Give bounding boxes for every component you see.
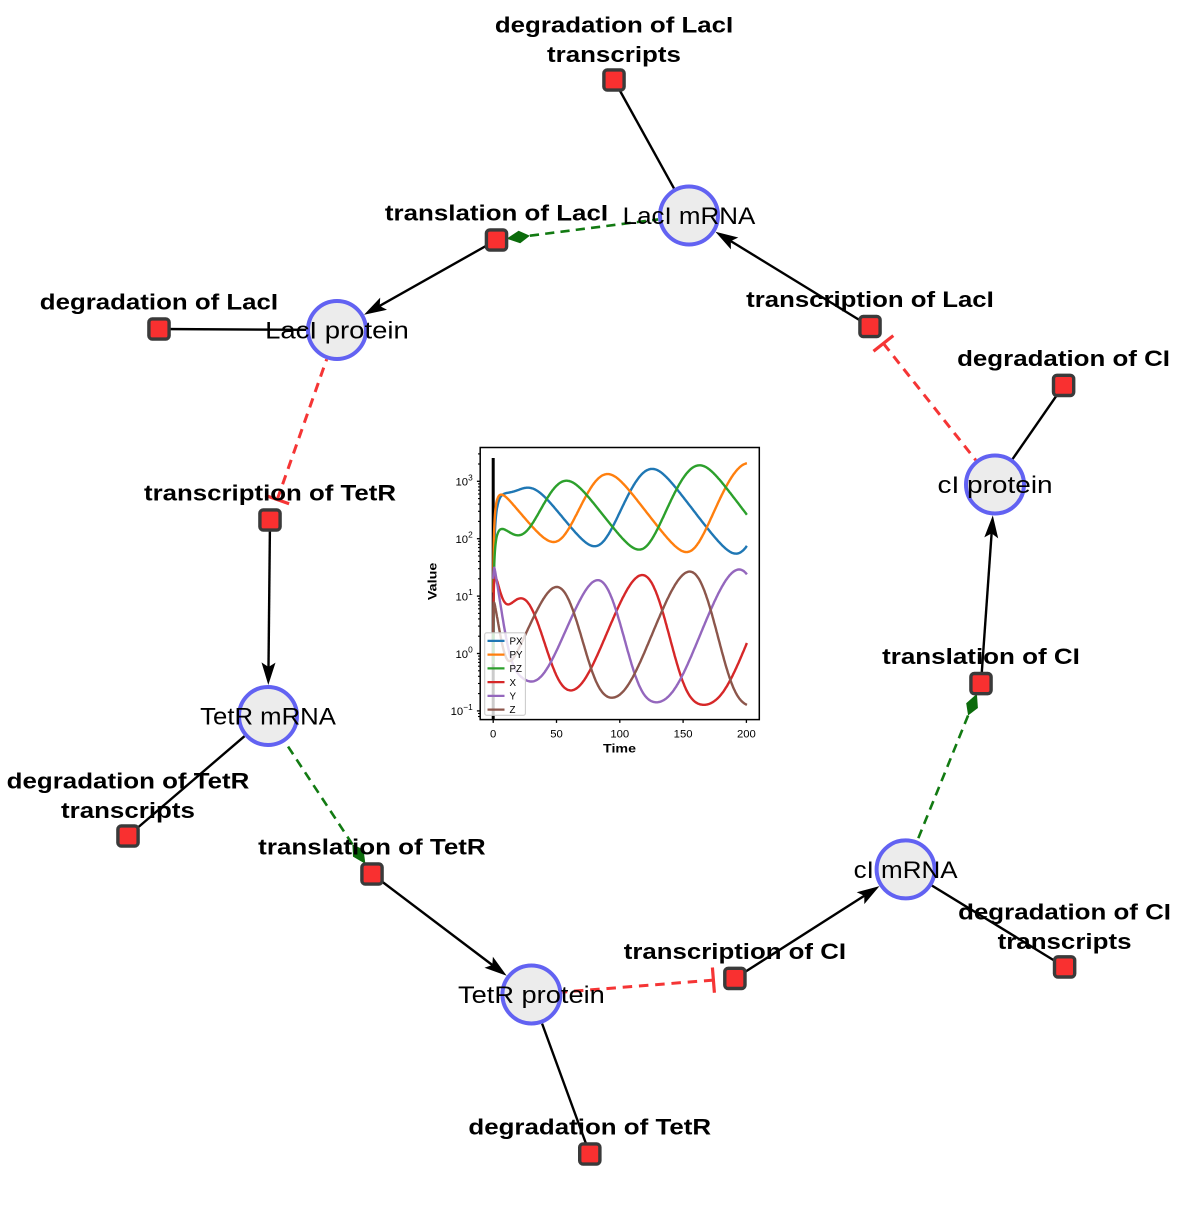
svg-text:transcription of LacI: transcription of LacI: [746, 287, 994, 312]
svg-text:Value: Value: [426, 562, 440, 600]
svg-text:transcripts: transcripts: [547, 42, 681, 67]
svg-text:transcripts: transcripts: [998, 929, 1132, 954]
svg-text:Time: Time: [603, 742, 636, 756]
svg-text:Y: Y: [510, 692, 517, 703]
svg-text:translation of LacI: translation of LacI: [385, 201, 608, 226]
svg-text:TetR mRNA: TetR mRNA: [200, 704, 336, 731]
svg-text:degradation of TetR: degradation of TetR: [468, 1115, 711, 1140]
svg-text:degradation of TetR: degradation of TetR: [7, 768, 250, 793]
svg-text:LacI mRNA: LacI mRNA: [623, 203, 756, 230]
svg-text:PZ: PZ: [510, 664, 523, 675]
svg-text:0: 0: [490, 729, 496, 741]
svg-text:150: 150: [674, 729, 693, 741]
svg-text:cI protein: cI protein: [938, 472, 1053, 499]
svg-text:PY: PY: [510, 650, 524, 661]
svg-text:cI mRNA: cI mRNA: [854, 857, 959, 884]
svg-text:200: 200: [737, 729, 756, 741]
svg-text:degradation of CI: degradation of CI: [958, 899, 1171, 924]
svg-text:X: X: [510, 678, 517, 689]
svg-text:translation of TetR: translation of TetR: [258, 835, 486, 860]
svg-text:degradation of LacI: degradation of LacI: [40, 290, 278, 315]
svg-text:transcripts: transcripts: [61, 798, 195, 823]
svg-text:PX: PX: [510, 637, 524, 648]
svg-text:100: 100: [610, 729, 629, 741]
svg-text:degradation of CI: degradation of CI: [957, 346, 1170, 371]
svg-text:50: 50: [550, 729, 563, 741]
svg-text:Z: Z: [510, 705, 516, 716]
svg-text:transcription of CI: transcription of CI: [624, 939, 846, 964]
svg-text:degradation of LacI: degradation of LacI: [495, 12, 733, 37]
svg-text:translation of CI: translation of CI: [882, 644, 1080, 669]
svg-text:LacI protein: LacI protein: [265, 318, 409, 345]
svg-text:transcription of TetR: transcription of TetR: [144, 481, 396, 506]
svg-text:TetR protein: TetR protein: [458, 982, 605, 1009]
